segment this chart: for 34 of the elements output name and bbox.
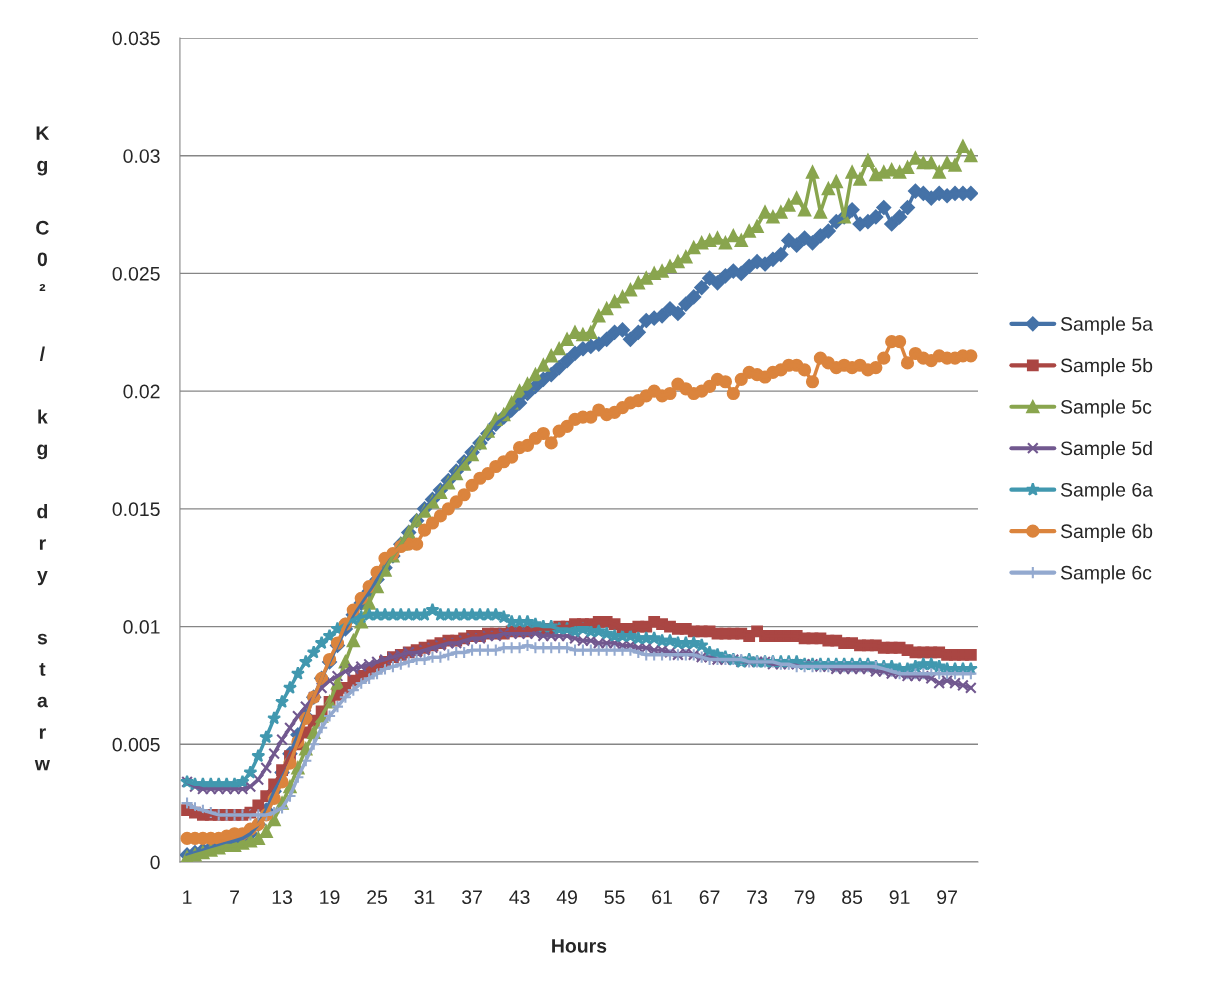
y-tick-label: 0.025 [112, 266, 160, 281]
x-tick-label: 49 [556, 890, 577, 905]
legend-label: Sample 5c [1060, 399, 1152, 418]
x-tick-label: 97 [937, 890, 957, 905]
x-tick-label: 91 [889, 890, 910, 905]
y-tick-label: 0 [150, 855, 160, 870]
y-tick-label: 0.015 [112, 502, 160, 517]
legend-label: Sample 5b [1060, 358, 1153, 377]
legend-label: Sample 6c [1060, 565, 1152, 584]
x-axis-title: Hours [552, 939, 607, 953]
x-tick-label: 43 [509, 890, 530, 905]
legend-label: Sample 6a [1060, 482, 1154, 501]
x-tick-label: 31 [414, 890, 435, 905]
x-tick-label: 85 [842, 890, 863, 905]
x-tick-label: 25 [367, 890, 388, 905]
legend-label: Sample 6b [1060, 523, 1153, 542]
x-tick-label: 67 [699, 890, 720, 905]
x-tick-label: 13 [272, 890, 293, 905]
y-tick-label: 0.035 [112, 31, 160, 46]
y-tick-label: 0.005 [112, 737, 160, 752]
text: Kg C0² / kg dry starw [34, 126, 50, 771]
x-tick-label: 73 [747, 890, 768, 905]
y-tick-label: 0.03 [123, 149, 160, 163]
y-tick-label: 0.02 [123, 384, 160, 399]
x-tick-label: 61 [652, 890, 672, 905]
x-tick-label: 1 [183, 890, 192, 904]
x-tick-label: 37 [462, 890, 482, 905]
legend-label: Sample 5d [1060, 440, 1152, 460]
x-tick-label: 55 [604, 890, 625, 905]
legend-label: Sample 5a [1060, 316, 1154, 335]
x-tick-label: 79 [794, 890, 815, 905]
x-tick-label: 19 [320, 890, 340, 905]
x-tick-label: 7 [230, 890, 239, 904]
y-tick-label: 0.01 [123, 620, 160, 634]
